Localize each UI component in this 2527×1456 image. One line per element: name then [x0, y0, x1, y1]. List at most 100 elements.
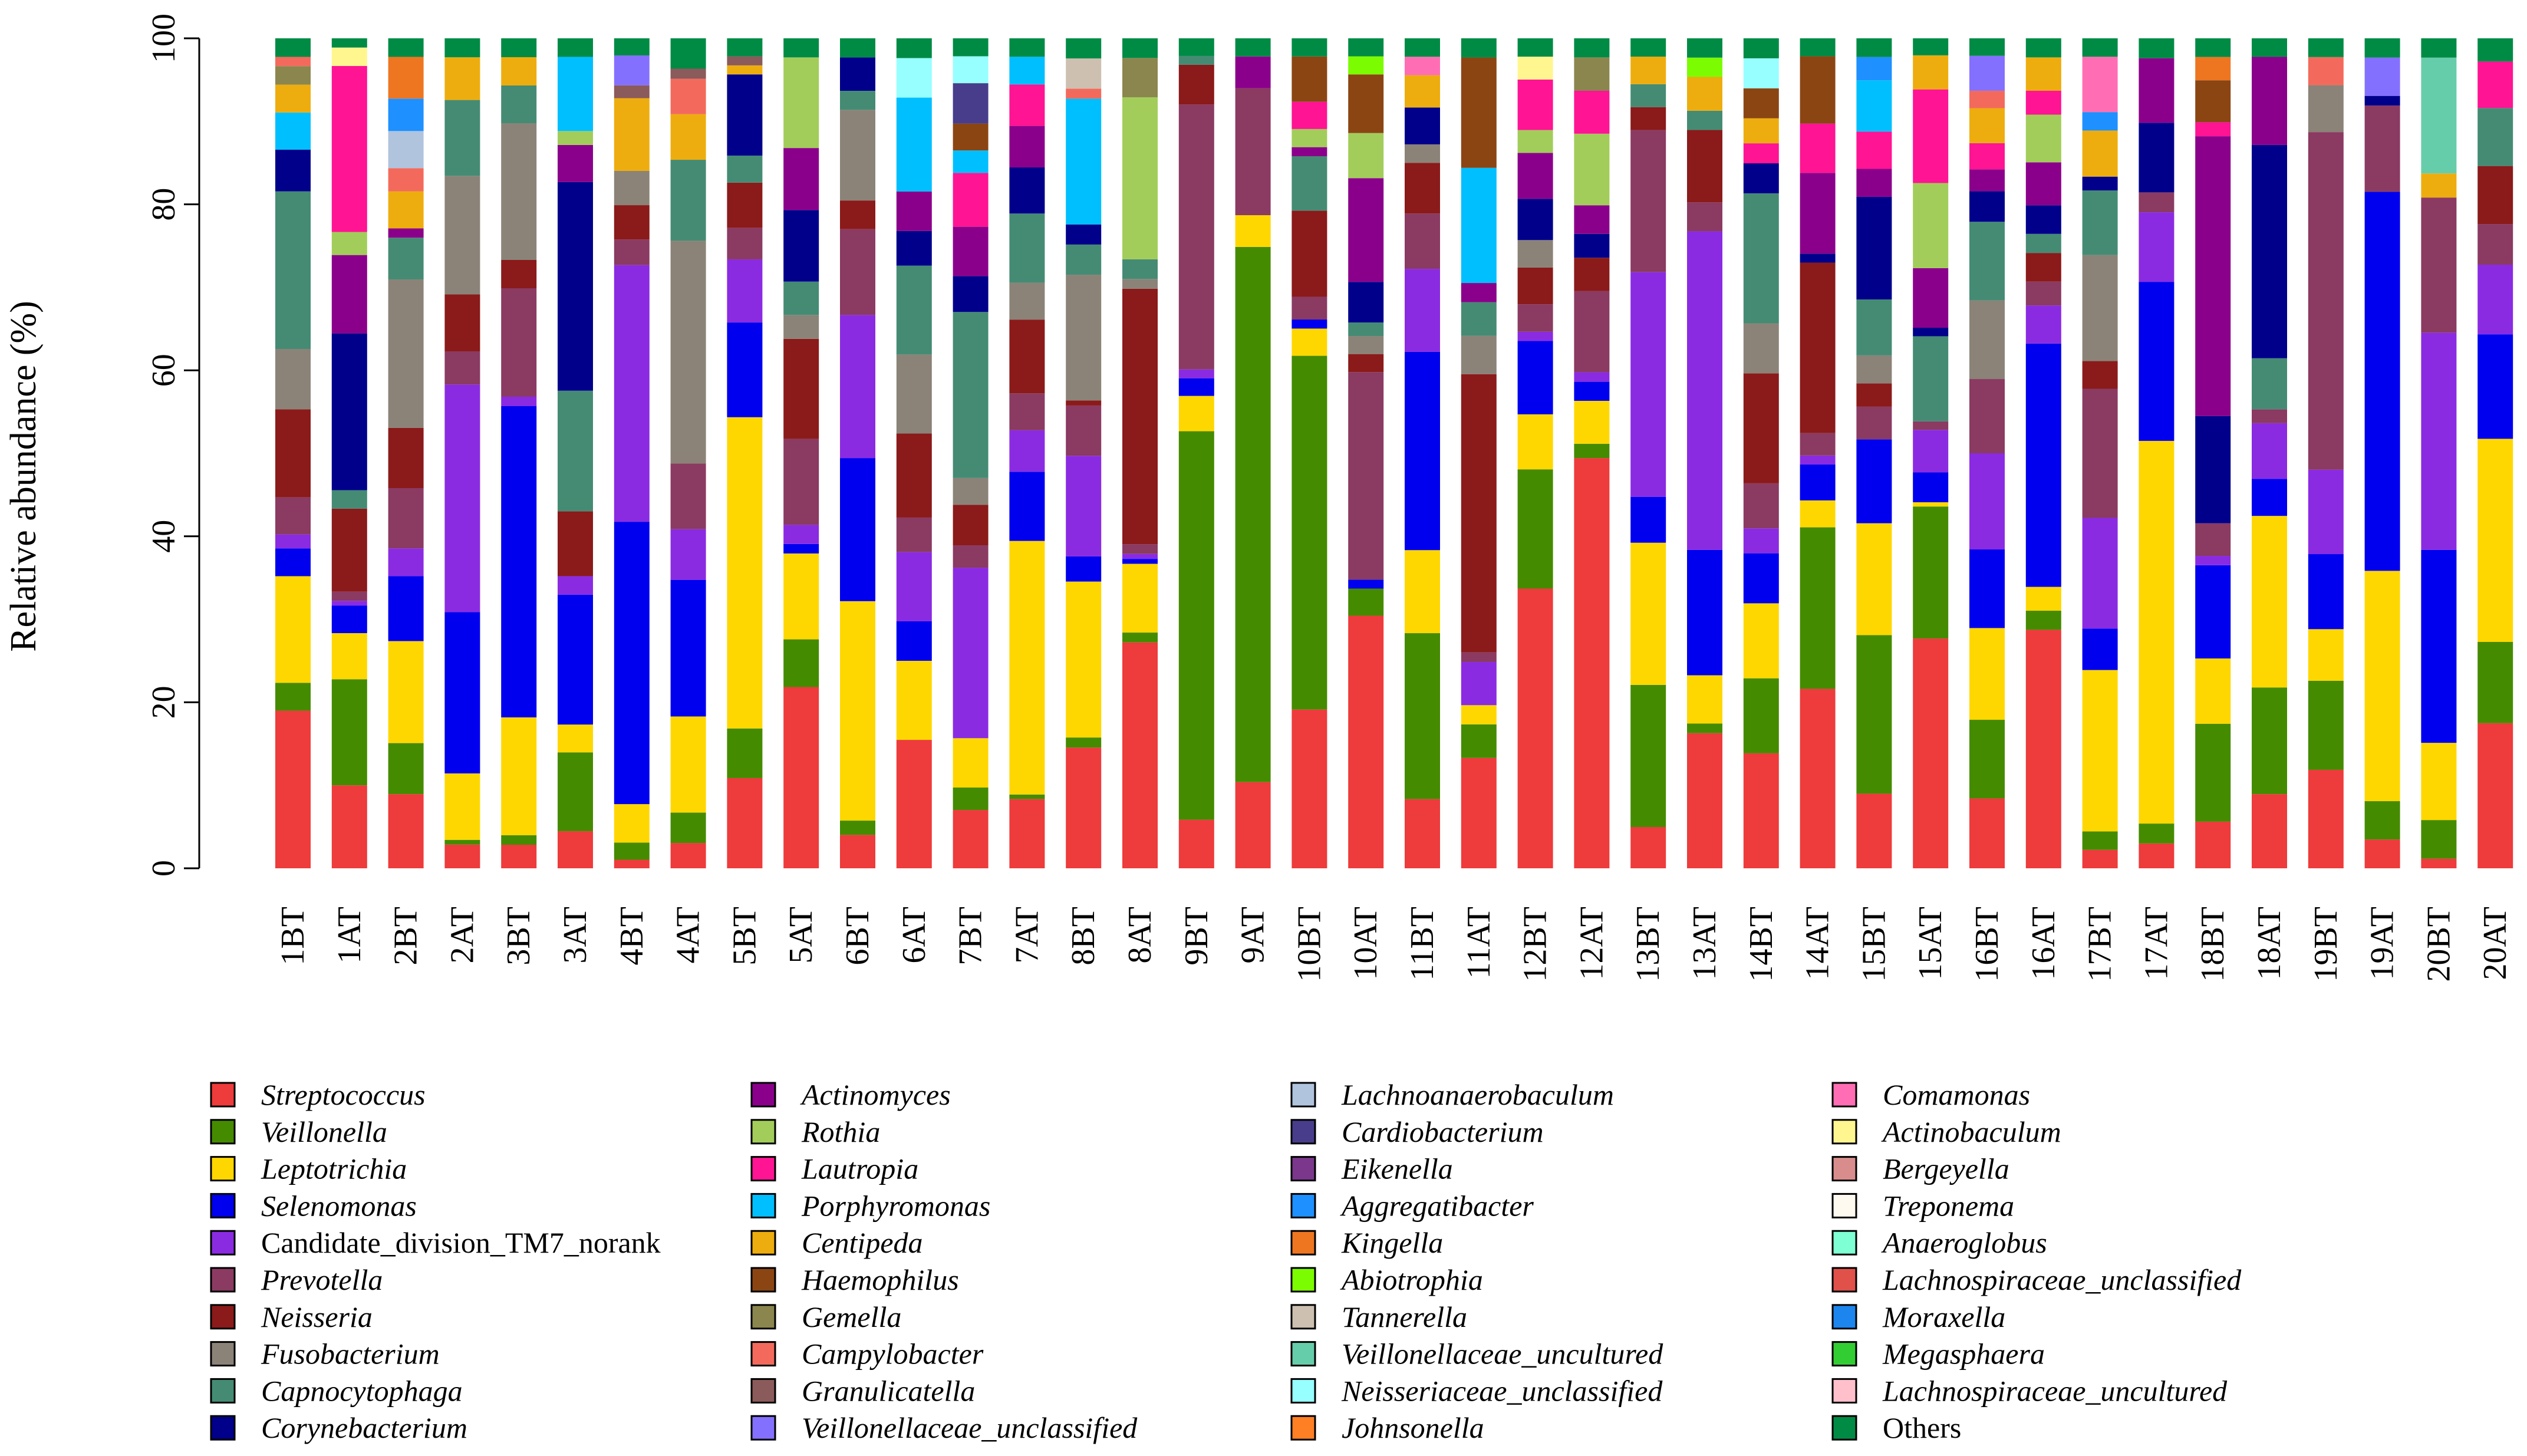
bar-segment [1461, 374, 1497, 653]
bar-stack-14BT [1743, 38, 1779, 868]
bar-segment [1969, 798, 2005, 868]
bar-segment [2364, 38, 2400, 58]
bar-segment [2025, 114, 2061, 163]
bar-segment [2252, 516, 2287, 688]
x-tick-label: 13BT [1630, 907, 1666, 982]
x-tick-label: 1AT [331, 907, 368, 963]
bar-segment [1574, 38, 1610, 58]
bar-segment [1235, 246, 1271, 782]
bar-stack-1BT [275, 38, 311, 868]
bar-segment [1969, 300, 2005, 380]
bar-segment [783, 439, 819, 525]
bar-segment [388, 641, 424, 743]
bar-segment [1913, 430, 1949, 473]
bar-segment [1913, 336, 1949, 421]
bar-segment [783, 281, 819, 315]
legend-swatch [1831, 1230, 1857, 1256]
bar-segment [1856, 383, 1892, 407]
bar-segment [1517, 240, 1553, 268]
bar-segment [1348, 282, 1384, 323]
bar-segment [2477, 265, 2513, 335]
bar-segment [670, 579, 706, 717]
bar-segment [1574, 57, 1610, 91]
bar-segment [2139, 58, 2175, 123]
bar-segment [275, 66, 311, 85]
bar-segment [1122, 58, 1158, 97]
bar-segment [2195, 57, 2231, 81]
legend-item: Johnsonella [1290, 1411, 1484, 1444]
bar-segment [1122, 259, 1158, 279]
bar-segment [1066, 58, 1102, 89]
bar-segment [501, 288, 537, 397]
bar-segment [2082, 361, 2118, 389]
bar-segment [275, 497, 311, 535]
bar-segment [614, 98, 650, 171]
legend-label: Abiotrophia [1340, 1263, 1483, 1296]
legend-label: Centipeda [802, 1226, 923, 1259]
bar-segment [840, 601, 875, 821]
bar-segment [444, 384, 480, 612]
bar-segment [1009, 799, 1045, 868]
x-tick-label: 18AT [2251, 907, 2288, 980]
bar-segment [1405, 550, 1440, 634]
bar-segment [1517, 341, 1553, 414]
legend-item: Lachnospiraceae_unclassified [1831, 1263, 2242, 1296]
bar-stack-4AT [670, 38, 706, 868]
bar-segment [1630, 684, 1666, 827]
bar-segment [2252, 423, 2287, 479]
bar-segment [275, 534, 311, 549]
bar-segment [953, 568, 989, 739]
bar-segment [275, 710, 311, 868]
bar-segment [670, 529, 706, 580]
bar-segment [1066, 737, 1102, 748]
bar-segment [896, 230, 932, 266]
bar-segment [1574, 205, 1610, 234]
bar-segment [953, 312, 989, 478]
legend-swatch [750, 1193, 776, 1218]
bar-segment [2477, 108, 2513, 166]
bar-segment [1178, 819, 1214, 868]
legend-item: Lachnoanaerobaculum [1290, 1078, 1614, 1111]
legend-label: Fusobacterium [261, 1338, 440, 1371]
bar-stack-19BT [2308, 38, 2344, 868]
bar-segment [1969, 191, 2005, 222]
bar-segment [2139, 843, 2175, 868]
bar-segment [670, 68, 706, 79]
bar-segment [1291, 319, 1327, 329]
bar-segment [1066, 581, 1102, 738]
bar-segment [444, 38, 480, 58]
bar-segment [1122, 288, 1158, 545]
bar-segment [1009, 430, 1045, 472]
bar-segment [2252, 57, 2287, 145]
legend-label: Lachnospiraceae_uncultured [1882, 1374, 2228, 1407]
bar-segment [2421, 197, 2457, 333]
bar-segment [1235, 88, 1271, 216]
bar-segment [670, 160, 706, 241]
bar-segment [1800, 38, 1836, 57]
bar-segment [1574, 291, 1610, 373]
bar-segment [388, 279, 424, 428]
legend-label: Haemophilus [801, 1263, 959, 1296]
y-tick-label: 100 [146, 14, 182, 63]
legend-swatch [1831, 1156, 1857, 1182]
bar-segment [558, 131, 593, 145]
legend: Streptococcus Veillonella Leptotrichia Sele… [210, 1078, 2242, 1444]
bar-segment [1856, 355, 1892, 384]
legend-label: Corynebacterium [261, 1411, 467, 1444]
bar-segment [2025, 162, 2061, 206]
bar-segment [331, 679, 367, 786]
bar-stack-20AT [2477, 38, 2513, 868]
bar-segment [1800, 500, 1836, 528]
legend-swatch [210, 1193, 236, 1218]
bar-segment [1066, 98, 1102, 225]
bar-segment [2139, 192, 2175, 213]
legend-swatch [750, 1082, 776, 1108]
legend-swatch [1290, 1304, 1316, 1330]
bar-segment [1856, 80, 1892, 132]
bar-segment [331, 333, 367, 490]
bar-segment [2195, 523, 2231, 556]
bar-segment [1800, 689, 1836, 868]
legend-label: Others [1883, 1411, 1961, 1444]
legend-swatch [210, 1378, 236, 1404]
bar-segment [2252, 358, 2287, 410]
